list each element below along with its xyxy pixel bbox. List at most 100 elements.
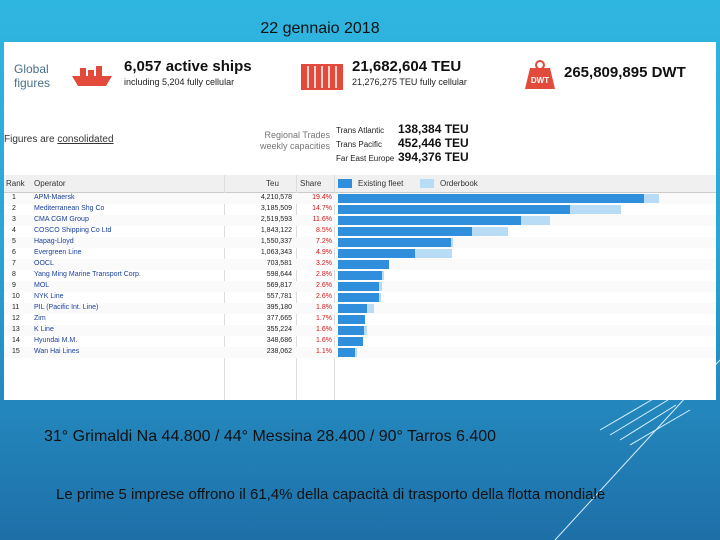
- ships-count: 6,057 active ships: [124, 58, 252, 75]
- share-cell: 2.8%: [316, 271, 332, 278]
- table-header: Rank Operator Teu Share Existing fleet O…: [4, 175, 716, 193]
- orderbook-bar: [355, 348, 358, 357]
- operator-name[interactable]: OOCL: [34, 260, 54, 267]
- existing-fleet-bar: [338, 304, 367, 313]
- teu-cell: 355,224: [266, 326, 292, 333]
- existing-fleet-bar: [338, 315, 366, 324]
- table-row[interactable]: 15 Wan Hai Lines 238,062 1.1%: [4, 347, 716, 358]
- share-cell: 1.6%: [316, 326, 332, 333]
- table-row[interactable]: 5 Hapag-Lloyd 1,550,337 7.2%: [4, 237, 716, 248]
- existing-fleet-bar: [338, 348, 356, 357]
- orderbook-bar: [366, 304, 374, 313]
- global-figures-label: Global figures: [14, 62, 51, 90]
- route-trans-atlantic: Trans Atlantic 138,384 TEU: [336, 122, 469, 136]
- fleet-panel: Global figures 6,057 active ships includ…: [4, 42, 716, 400]
- header-rank[interactable]: Rank: [6, 179, 25, 188]
- dwt-icon-label: DWT: [531, 76, 549, 85]
- orderbook-bar: [450, 238, 453, 247]
- operator-name[interactable]: APM-Maersk: [34, 194, 75, 201]
- table-row[interactable]: 6 Evergreen Line 1,063,343 4.9%: [4, 248, 716, 259]
- operator-name[interactable]: Hapag-Lloyd: [34, 238, 74, 245]
- teu-cell: 3,185,509: [260, 205, 292, 212]
- operator-name[interactable]: CMA CGM Group: [34, 216, 89, 223]
- operator-name[interactable]: NYK Line: [34, 293, 64, 300]
- teu-cell: 4,210,578: [260, 194, 292, 201]
- share-cell: 1.8%: [316, 304, 332, 311]
- table-row[interactable]: 4 COSCO Shipping Co Ltd 1,843,122 8.5%: [4, 226, 716, 237]
- teu-cell: 1,063,343: [260, 249, 292, 256]
- header-teu[interactable]: Teu: [266, 179, 279, 188]
- operator-name[interactable]: MOL: [34, 282, 50, 289]
- rank-cell: 12: [12, 315, 20, 322]
- teu-cell: 703,581: [266, 260, 292, 267]
- orderbook-bar: [644, 194, 659, 203]
- rank-cell: 5: [12, 238, 16, 245]
- operator-name[interactable]: PIL (Pacific Int. Line): [34, 304, 99, 311]
- header-share[interactable]: Share: [300, 179, 322, 188]
- teu-cell: 348,686: [266, 337, 292, 344]
- table-row[interactable]: 7 OOCL 703,581 3.2%: [4, 259, 716, 270]
- existing-fleet-bar: [338, 337, 364, 346]
- legend-orderbook-label: Orderbook: [440, 179, 478, 188]
- operator-name[interactable]: COSCO Shipping Co Ltd: [34, 227, 112, 234]
- rank-cell: 6: [12, 249, 16, 256]
- rank-cell: 2: [12, 205, 16, 212]
- operator-name[interactable]: Wan Hai Lines: [34, 348, 80, 355]
- regional-trades-label: Regional Trades weekly capacities: [259, 130, 330, 151]
- existing-fleet-bar: [338, 260, 390, 269]
- share-cell: 4.9%: [316, 249, 332, 256]
- operator-name[interactable]: Zim: [34, 315, 46, 322]
- operator-name[interactable]: Hyundai M.M.: [34, 337, 78, 344]
- table-row[interactable]: 3 CMA CGM Group 2,519,593 11.6%: [4, 215, 716, 226]
- rank-cell: 11: [12, 304, 20, 311]
- legend-orderbook-swatch: [420, 179, 434, 188]
- teu-cell: 1,550,337: [260, 238, 292, 245]
- route-trans-pacific: Trans Pacific 452,446 TEU: [336, 136, 469, 150]
- table-row[interactable]: 13 K Line 355,224 1.6%: [4, 325, 716, 336]
- table-row[interactable]: 12 Zim 377,665 1.7%: [4, 314, 716, 325]
- orderbook-bar: [521, 216, 551, 225]
- orderbook-bar: [363, 326, 367, 335]
- orderbook-bar: [381, 271, 385, 280]
- operator-name[interactable]: Yang Ming Marine Transport Corp.: [34, 271, 141, 278]
- route-name: Trans Pacific: [336, 140, 382, 149]
- table-row[interactable]: 14 Hyundai M.M. 348,686 1.6%: [4, 336, 716, 347]
- table-row[interactable]: 8 Yang Ming Marine Transport Corp. 598,644…: [4, 270, 716, 281]
- existing-fleet-bar: [338, 238, 451, 247]
- header-operator[interactable]: Operator: [34, 179, 66, 188]
- share-cell: 1.6%: [316, 337, 332, 344]
- teu-cell: 569,817: [266, 282, 292, 289]
- table-row[interactable]: 10 NYK Line 557,781 2.6%: [4, 292, 716, 303]
- rank-cell: 15: [12, 348, 20, 355]
- consolidated-link[interactable]: consolidated: [57, 134, 114, 145]
- share-cell: 1.7%: [316, 315, 332, 322]
- legend-existing-swatch: [338, 179, 352, 188]
- table-row[interactable]: 11 PIL (Pacific Int. Line) 395,180 1.8%: [4, 303, 716, 314]
- table-body: 1 APM-Maersk 4,210,578 19.4% 2 Mediterranean …: [4, 193, 716, 400]
- route-name: Far East Europe: [336, 154, 395, 163]
- teu-stat: 21,682,604 TEU 21,276,275 TEU fully cell…: [352, 58, 467, 87]
- ranking-note: 31° Grimaldi Na 44.800 / 44° Messina 28.…: [44, 428, 497, 445]
- share-cell: 11.6%: [312, 216, 332, 223]
- capacity-note: Le prime 5 imprese offrono il 61,4% dell…: [56, 486, 606, 503]
- ships-sub: including 5,204 fully cellular: [124, 77, 235, 87]
- rank-cell: 7: [12, 260, 16, 267]
- teu-cell: 238,062: [266, 348, 292, 355]
- table-row[interactable]: 1 APM-Maersk 4,210,578 19.4%: [4, 193, 716, 204]
- rank-cell: 13: [12, 326, 20, 333]
- operator-name[interactable]: Evergreen Line: [34, 249, 82, 256]
- route-name: Trans Atlantic: [336, 126, 385, 135]
- consolidated-prefix: Figures are: [4, 134, 58, 145]
- consolidated-note: Figures are consolidated: [4, 134, 114, 145]
- rank-cell: 10: [12, 293, 20, 300]
- share-cell: 7.2%: [316, 238, 332, 245]
- operator-name[interactable]: K Line: [34, 326, 54, 333]
- operator-name[interactable]: Mediterranean Shg Co: [34, 205, 105, 212]
- teu-cell: 377,665: [266, 315, 292, 322]
- regional-routes: Trans Atlantic 138,384 TEU Trans Pacific…: [336, 122, 469, 164]
- table-row[interactable]: 2 Mediterranean Shg Co 3,185,509 14.7%: [4, 204, 716, 215]
- route-far-east-europe: Far East Europe 394,376 TEU: [336, 150, 469, 164]
- table-row[interactable]: 9 MOL 569,817 2.6%: [4, 281, 716, 292]
- teu-cell: 557,781: [266, 293, 292, 300]
- teu-cell: 395,180: [266, 304, 292, 311]
